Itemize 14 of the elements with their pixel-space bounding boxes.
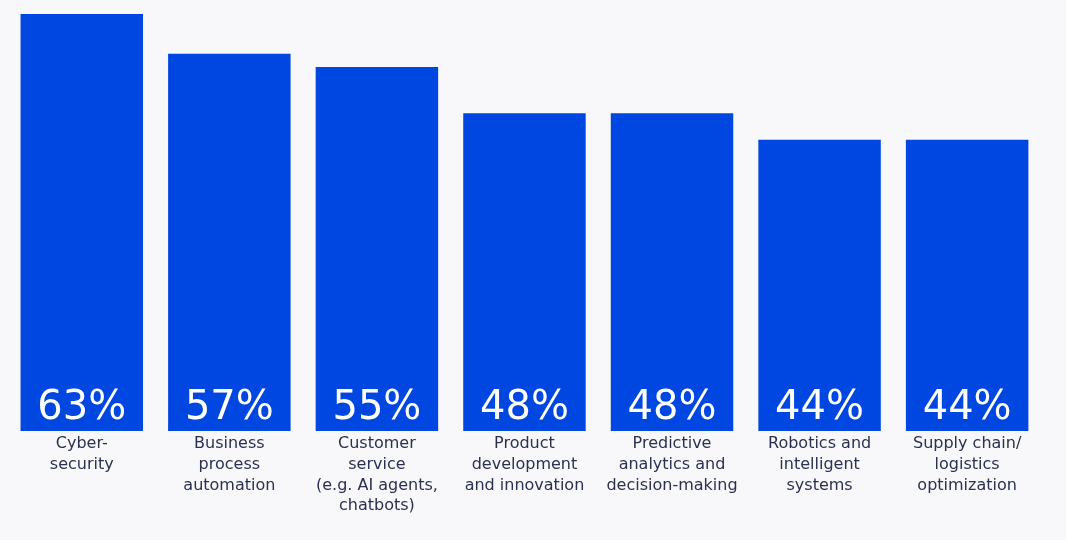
x-tick-label: Business process automation xyxy=(183,433,276,494)
x-tick-label: Cyber- security xyxy=(49,433,114,473)
x-tick-label: Robotics and intelligent systems xyxy=(767,433,872,494)
data-label: 44% xyxy=(775,382,865,428)
data-label: 48% xyxy=(627,382,717,428)
data-label: 55% xyxy=(332,382,422,428)
data-label: 48% xyxy=(480,382,569,428)
x-tick-label: Product development and innovation xyxy=(464,433,585,494)
data-label: 44% xyxy=(922,382,1012,428)
x-tick-label: Customer service (e.g. AI agents, chatbots) xyxy=(315,433,438,515)
x-tick-label: Supply chain/ logistics optimization xyxy=(912,433,1022,494)
data-label: 63% xyxy=(37,382,127,428)
x-tick-label: Predictive analytics and decision-making xyxy=(606,433,738,494)
data-label: 57% xyxy=(184,382,274,428)
